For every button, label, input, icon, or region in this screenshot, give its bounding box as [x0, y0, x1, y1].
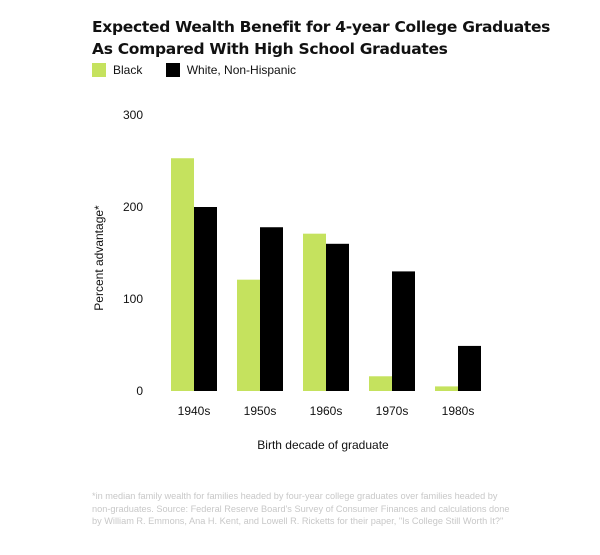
legend: Black White, Non-Hispanic — [92, 63, 316, 80]
x-tick-label: 1940s — [178, 404, 211, 418]
x-tick-label: 1970s — [376, 404, 409, 418]
bars — [171, 158, 481, 391]
y-axis-label: Percent advantage* — [92, 205, 106, 311]
x-tick-label: 1960s — [310, 404, 343, 418]
bar-black-1970s — [369, 376, 392, 391]
legend-label-white: White, Non-Hispanic — [186, 63, 297, 77]
bar-white-1970s — [392, 271, 415, 391]
bar-black-1980s — [435, 386, 458, 391]
legend-item-black: Black — [92, 63, 142, 77]
bar-black-1950s — [237, 279, 260, 391]
chart-subtitle: As Compared With High School Graduates — [92, 40, 448, 58]
bar-black-1940s — [171, 158, 194, 391]
footnote: *in median family wealth for families he… — [92, 491, 510, 526]
bar-white-1940s — [194, 207, 217, 391]
bar-black-1960s — [303, 233, 326, 391]
bar-white-1960s — [326, 243, 349, 391]
y-axis-ticks: 0 100 200 300 — [123, 108, 143, 398]
bar-white-1980s — [458, 345, 481, 391]
bar-chart: 0 100 200 300 1940s 1950s 1960s 1970s 1980s Per… — [92, 108, 481, 452]
chart-title-block: Expected Wealth Benefit for 4-year Colle… — [92, 16, 572, 60]
legend-swatch-white — [165, 63, 180, 77]
legend-swatch-black — [92, 63, 106, 77]
chart-title: Expected Wealth Benefit for 4-year Colle… — [92, 18, 551, 36]
x-axis-label: Birth decade of graduate — [257, 438, 389, 452]
bar-white-1950s — [260, 227, 283, 391]
y-tick-label: 0 — [136, 384, 143, 398]
x-tick-label: 1980s — [442, 404, 475, 418]
legend-item-white: White, Non-Hispanic — [165, 63, 297, 77]
x-axis-ticks: 1940s 1950s 1960s 1970s 1980s — [178, 404, 475, 418]
y-tick-label: 100 — [123, 292, 143, 306]
y-tick-label: 200 — [123, 200, 143, 214]
y-tick-label: 300 — [123, 108, 143, 122]
x-tick-label: 1950s — [244, 404, 277, 418]
legend-label-black: Black — [113, 63, 143, 77]
